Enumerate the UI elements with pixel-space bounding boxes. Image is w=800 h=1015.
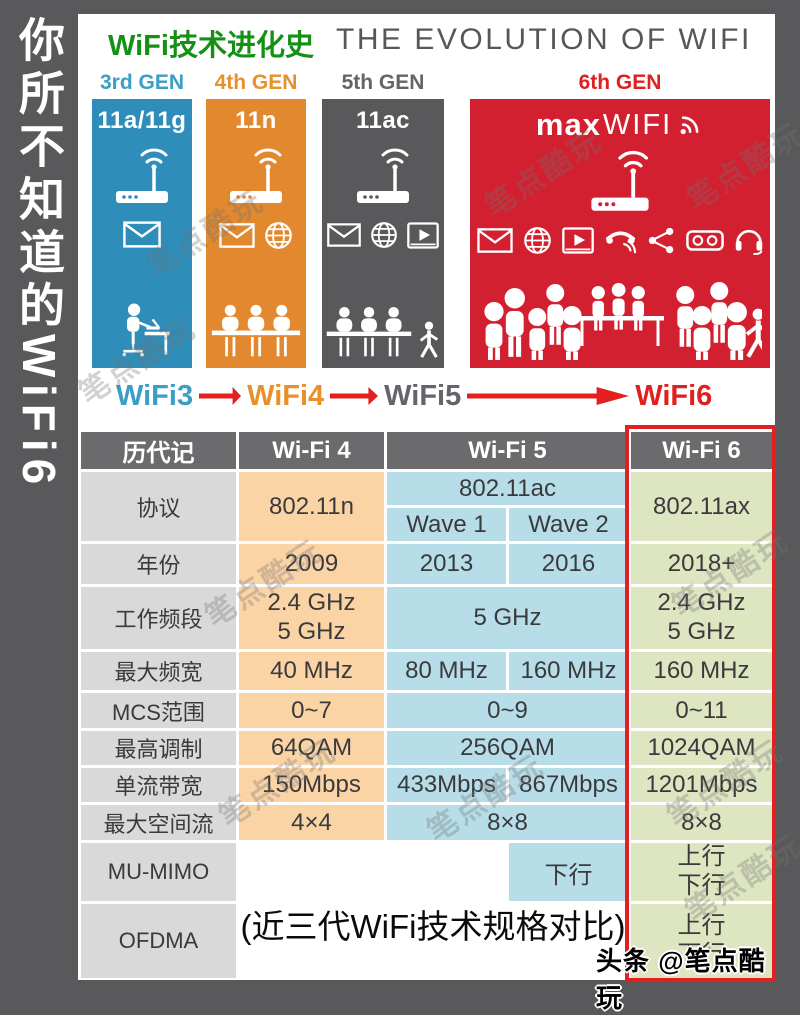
arrow-right-icon <box>199 386 241 406</box>
cell-stream-wifi4: 150Mbps <box>239 768 384 802</box>
wifi5-label: WiFi5 <box>384 379 462 412</box>
crowd-icon <box>478 272 762 360</box>
row-label-stream: 单流带宽 <box>81 768 236 802</box>
cell-modulation-wifi5: 256QAM <box>387 731 628 765</box>
cell-bandwidth-wave1: 80 MHz <box>387 652 506 690</box>
router-icon <box>110 145 174 205</box>
row-label-spatial: 最大空间流 <box>81 805 236 840</box>
video-icon <box>407 222 439 249</box>
router-icon <box>351 145 415 205</box>
wifi6-label: WiFi6 <box>635 379 713 412</box>
cell-modulation-wifi6: 1024QAM <box>631 731 772 765</box>
left-sidebar: 你所不知道的WiFi6 <box>0 0 78 1004</box>
cell-protocol-wifi6: 802.11ax <box>631 472 772 541</box>
cell-year-wifi4: 2009 <box>239 544 384 584</box>
cell-band-wifi4: 2.4 GHz 5 GHz <box>239 587 384 649</box>
table-caption: (近三代WiFi技术规格对比) <box>240 908 626 945</box>
standard-label-11a11g: 11a/11g <box>97 107 187 134</box>
arrow-right-icon <box>330 386 378 406</box>
video-icon <box>562 227 594 254</box>
router-icon <box>584 147 656 213</box>
page-title-en: THE EVOLUTION OF WIFI <box>336 23 752 56</box>
maxwifi-logo: max WIFI <box>536 107 704 143</box>
cell-protocol-wave1: Wave 1 <box>387 508 506 541</box>
share-icon <box>647 226 676 255</box>
row-label-mumimo: MU-MIMO <box>81 843 236 901</box>
gen-label-5th: 5th GEN <box>341 71 425 94</box>
mail-icon <box>477 228 513 253</box>
header-wifi5: Wi-Fi 5 <box>387 432 628 469</box>
cell-spatial-wifi5: 8×8 <box>387 805 628 840</box>
wifi4-label: WiFi4 <box>247 379 325 412</box>
cell-year-wave1: 2013 <box>387 544 506 584</box>
gen-column-wifi4: 11n <box>206 99 306 368</box>
walking-person-icon <box>417 321 441 360</box>
headset-icon <box>734 225 764 255</box>
gen-label-6th: 6th GEN <box>578 71 662 94</box>
mail-icon <box>123 221 161 248</box>
maxwifi-logo-light: WIFI <box>602 108 673 141</box>
cell-bandwidth-wifi6: 160 MHz <box>631 652 772 690</box>
cell-mcs-wifi6: 0~11 <box>631 693 772 728</box>
people-table-icon <box>210 303 302 360</box>
header-wifi4: Wi-Fi 4 <box>239 432 384 469</box>
cell-stream-wave1: 433Mbps <box>387 768 506 802</box>
cell-spatial-wifi6: 8×8 <box>631 805 772 840</box>
wifi3-label: WiFi3 <box>116 379 194 412</box>
cell-protocol-wifi5: 802.11ac <box>387 472 628 505</box>
mail-icon <box>219 223 255 248</box>
wifi-signal-icon <box>678 114 704 137</box>
cell-spatial-wifi4: 4×4 <box>239 805 384 840</box>
globe-icon <box>264 221 293 250</box>
person-desk-icon <box>111 300 173 360</box>
row-label-ofdma: OFDMA <box>81 904 236 978</box>
row-label-band: 工作频段 <box>81 587 236 649</box>
cell-mcs-wifi5: 0~9 <box>387 693 628 728</box>
sidebar-vertical-title: 你所不知道的WiFi6 <box>13 16 65 492</box>
row-label-bandwidth: 最大频宽 <box>81 652 236 690</box>
cell-stream-wifi6: 1201Mbps <box>631 768 772 802</box>
mail-icon <box>327 223 361 247</box>
standard-label-11n: 11n <box>235 107 277 134</box>
cell-protocol-wifi4: 802.11n <box>239 472 384 541</box>
people-table-icon <box>325 305 413 360</box>
cell-ofdma-wifi6: 上行 下行 <box>631 904 772 978</box>
main-panel: WiFi技术进化史 THE EVOLUTION OF WIFI 3rd GEN … <box>74 14 800 1013</box>
cell-mumimo-wave2: 下行 <box>509 843 628 901</box>
vr-icon <box>686 228 724 253</box>
gen-label-4th: 4th GEN <box>214 71 298 94</box>
cell-bandwidth-wifi4: 40 MHz <box>239 652 384 690</box>
globe-icon <box>523 226 552 255</box>
page-title-cn: WiFi技术进化史 <box>108 30 314 62</box>
header-wifi6: Wi-Fi 6 <box>631 432 772 469</box>
router-icon <box>224 145 288 205</box>
globe-icon <box>370 221 398 249</box>
row-label-modulation: 最高调制 <box>81 731 236 765</box>
cell-bandwidth-wave2: 160 MHz <box>509 652 628 690</box>
cell-mumimo-wifi6: 上行 下行 <box>631 843 772 901</box>
comparison-table: 历代记 Wi-Fi 4 Wi-Fi 5 Wi-Fi 6 协议 802.11n 8… <box>81 432 773 978</box>
standard-label-11ac: 11ac <box>355 107 411 134</box>
maxwifi-logo-bold: max <box>535 107 601 142</box>
row-label-mcs: MCS范围 <box>81 693 236 728</box>
cell-stream-wave2: 867Mbps <box>509 768 628 802</box>
row-label-year: 年份 <box>81 544 236 584</box>
header-generations: 历代记 <box>81 432 236 469</box>
cell-band-wifi5: 5 GHz <box>387 587 628 649</box>
gen-column-wifi5: 11ac <box>322 99 444 368</box>
gen-label-3rd: 3rd GEN <box>99 71 185 94</box>
cell-year-wave2: 2016 <box>509 544 628 584</box>
phone-icon <box>604 226 637 255</box>
row-label-protocol: 协议 <box>81 472 236 541</box>
arrow-right-icon <box>467 386 629 406</box>
wifi-progression: WiFi3 WiFi4 WiFi5 WiFi6 <box>116 378 712 414</box>
cell-mcs-wifi4: 0~7 <box>239 693 384 728</box>
gen-column-wifi3: 11a/11g <box>92 99 192 368</box>
cell-year-wifi6: 2018+ <box>631 544 772 584</box>
cell-band-wifi6: 2.4 GHz 5 GHz <box>631 587 772 649</box>
cell-modulation-wifi4: 64QAM <box>239 731 384 765</box>
gen-column-wifi6: max WIFI <box>470 99 770 368</box>
cell-protocol-wave2: Wave 2 <box>509 508 628 541</box>
